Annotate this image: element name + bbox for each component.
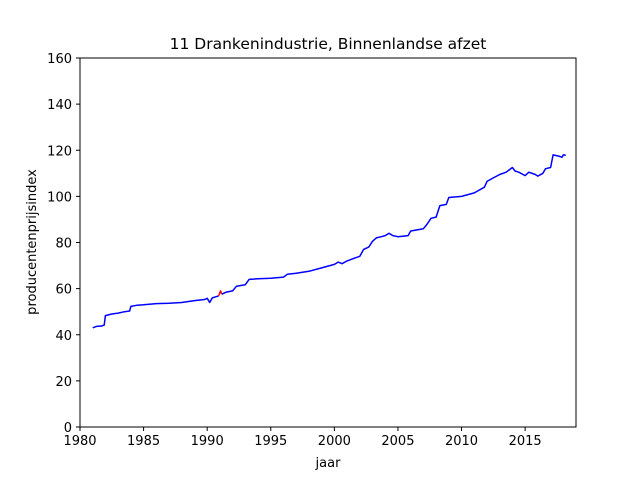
plot-lines xyxy=(92,154,566,329)
y-tick-label: 140 xyxy=(47,98,72,113)
x-tick-label: 1995 xyxy=(254,434,287,449)
x-tick-label: 2005 xyxy=(381,434,414,449)
y-tick-label: 20 xyxy=(55,375,72,390)
chart-title: 11 Drankenindustrie, Binnenlandse afzet xyxy=(170,35,487,53)
x-tick-label: 1980 xyxy=(63,434,96,449)
x-tick-label: 2000 xyxy=(318,434,351,449)
x-tick-label: 1990 xyxy=(191,434,224,449)
y-tick-label: 0 xyxy=(64,421,72,436)
series-line-3 xyxy=(221,154,566,295)
y-tick-label: 120 xyxy=(47,144,72,159)
series-line-1 xyxy=(92,295,219,329)
x-axis-label: jaar xyxy=(315,456,342,471)
y-axis-label: producentenprijsindex xyxy=(25,169,40,315)
y-tick-label: 40 xyxy=(55,329,72,344)
y-tick-label: 80 xyxy=(55,237,72,252)
y-axis: 0 20 40 60 80 100 120 140 160 xyxy=(47,52,80,436)
x-tick-label: 2015 xyxy=(509,434,542,449)
series-line-2 xyxy=(217,290,223,297)
x-tick-label: 1985 xyxy=(127,434,160,449)
plot-frame xyxy=(79,57,577,428)
y-tick-label: 60 xyxy=(55,283,72,298)
x-tick-label: 2010 xyxy=(445,434,478,449)
y-tick-label: 100 xyxy=(47,190,72,205)
x-axis: 1980 1985 1990 1995 2000 2005 2010 2015 xyxy=(63,427,542,449)
y-tick-label: 160 xyxy=(47,52,72,67)
